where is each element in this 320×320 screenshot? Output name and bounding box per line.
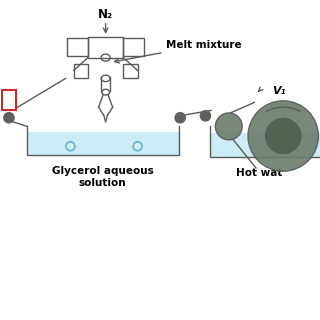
Text: N₂: N₂ xyxy=(98,8,113,21)
Bar xyxy=(123,38,144,56)
Circle shape xyxy=(175,113,185,123)
Bar xyxy=(123,64,138,78)
Circle shape xyxy=(266,118,301,154)
Text: Melt mixture: Melt mixture xyxy=(115,40,242,63)
Circle shape xyxy=(215,113,242,140)
Text: Glycerol aqueous
solution: Glycerol aqueous solution xyxy=(52,166,153,188)
Bar xyxy=(74,64,88,78)
Polygon shape xyxy=(27,132,179,155)
Bar xyxy=(88,37,123,58)
Bar xyxy=(67,38,88,56)
Circle shape xyxy=(4,113,14,123)
Text: V₁: V₁ xyxy=(272,86,285,96)
Circle shape xyxy=(200,111,211,121)
Polygon shape xyxy=(210,133,320,157)
Bar xyxy=(2,90,16,110)
Text: Hot wat: Hot wat xyxy=(236,168,282,178)
Circle shape xyxy=(248,101,318,171)
